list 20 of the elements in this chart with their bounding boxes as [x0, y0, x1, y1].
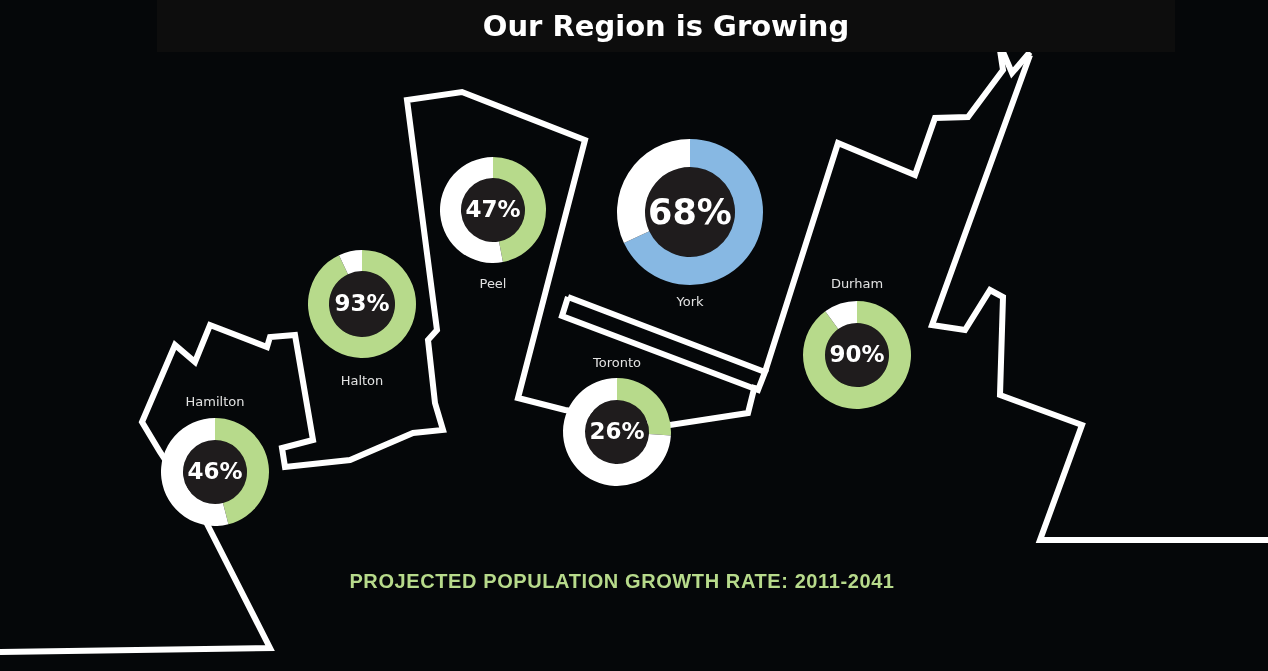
data-label: 26%	[589, 418, 645, 445]
donut-slice	[803, 301, 911, 409]
data-label: 68%	[648, 191, 732, 232]
donut-slice	[308, 250, 416, 358]
data-label: 90%	[829, 341, 885, 368]
text: Halton	[340, 373, 384, 388]
chart-title: Durham	[830, 276, 884, 291]
donut-slice	[563, 378, 671, 486]
data-label: 93%	[334, 290, 390, 317]
donut-slice	[825, 301, 857, 330]
title-banner: Our Region is Growing	[157, 0, 1175, 52]
data-label: 47%	[465, 196, 521, 223]
chart-title: Hamilton	[185, 394, 245, 409]
chart-title: Toronto	[593, 355, 641, 370]
text: York	[676, 294, 704, 309]
data-label: 46%	[187, 458, 243, 485]
text: Peel	[479, 276, 507, 291]
donut-slice	[623, 139, 763, 285]
text: PROJECTED POPULATION GROWTH RATE: 2011-2041	[349, 570, 895, 592]
donut-slice	[339, 250, 362, 275]
